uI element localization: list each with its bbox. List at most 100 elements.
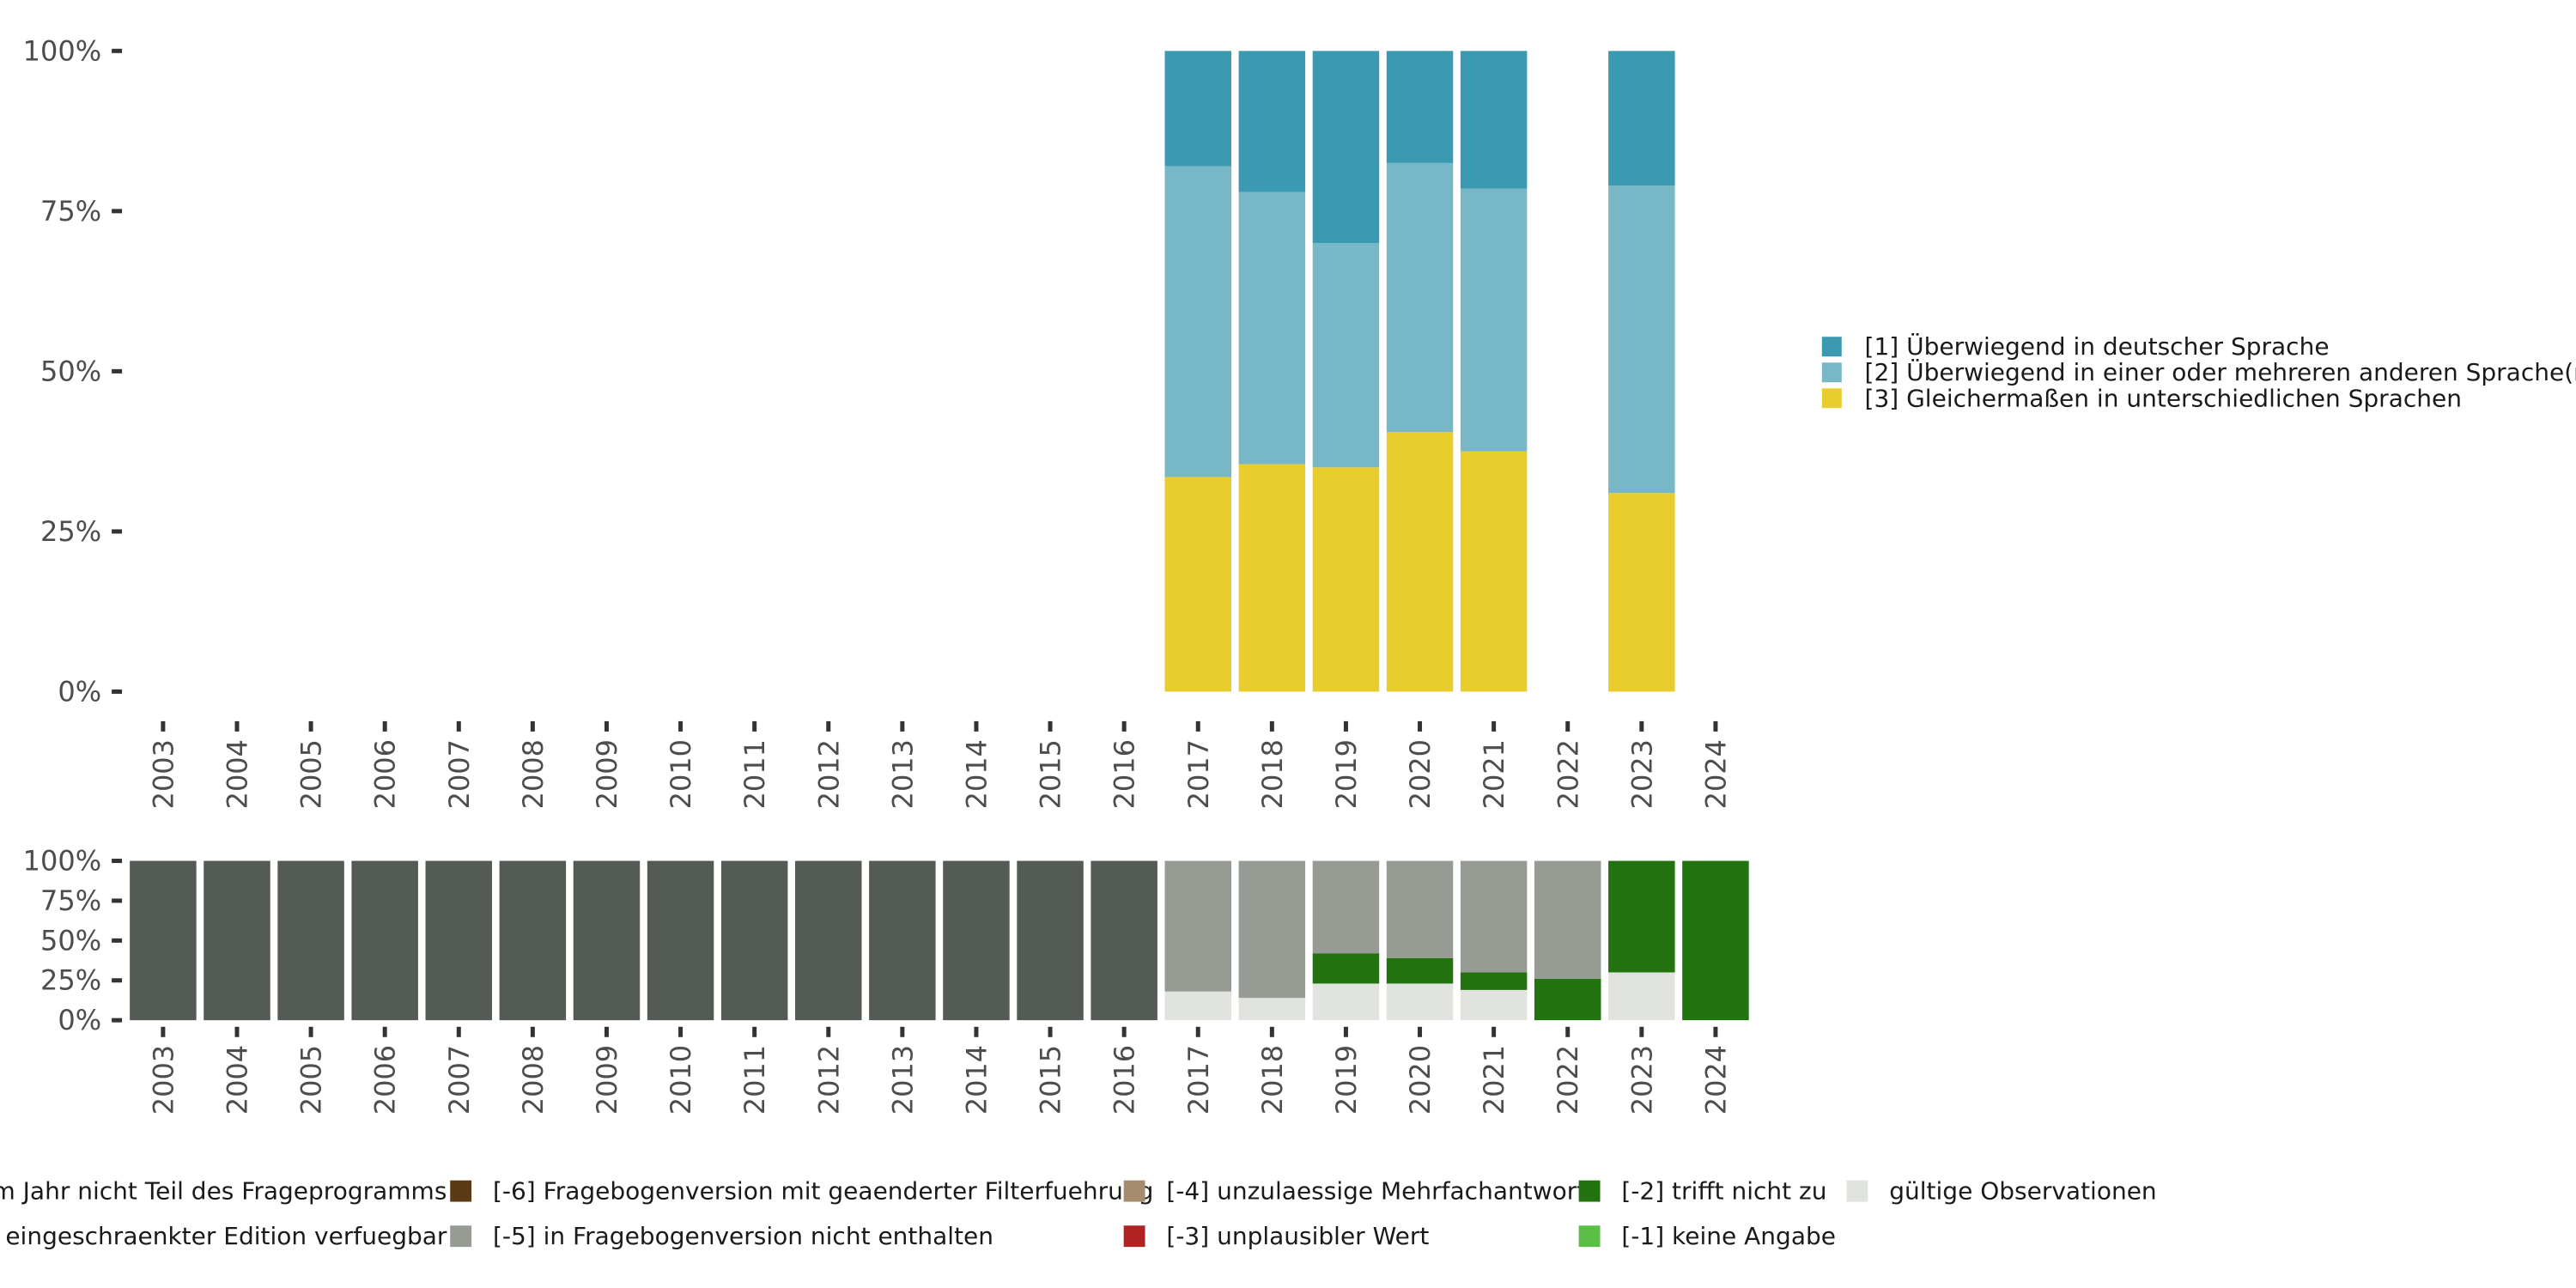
x-tick-label: 2007	[443, 1045, 476, 1115]
bar-segment	[277, 860, 344, 1021]
x-tick-label: 2012	[812, 739, 845, 809]
x-tick-label: 2023	[1625, 1045, 1658, 1115]
bar-segment	[1460, 972, 1528, 990]
x-tick-label: 2010	[665, 1045, 697, 1115]
y-tick-label: 25%	[40, 515, 101, 548]
bar-segment	[1312, 983, 1380, 1021]
bar-segment	[1460, 188, 1528, 452]
y-tick-label: 75%	[40, 884, 101, 917]
legend-label: [-7] nur in eingeschraenkter Edition ver…	[0, 1222, 447, 1250]
x-tick-label: 2004	[222, 739, 254, 809]
bar-segment	[425, 860, 493, 1021]
x-tick-label: 2006	[369, 739, 402, 809]
x-tick-label: 2022	[1552, 1045, 1584, 1115]
bar-segment	[1238, 998, 1306, 1021]
bar-segment	[1608, 185, 1675, 494]
bar-segment	[1017, 860, 1084, 1021]
legend-label: [-2] trifft nicht zu	[1621, 1177, 1826, 1206]
legend-label: [-4] unzulaessige Mehrfachantwort	[1166, 1177, 1586, 1206]
bar-segment	[720, 860, 788, 1021]
bar-segment	[204, 860, 270, 1021]
x-tick-label: 2013	[886, 1045, 919, 1115]
x-tick-label: 2009	[591, 739, 623, 809]
x-tick-label: 2008	[517, 739, 550, 809]
x-tick-label: 2016	[1109, 1045, 1141, 1115]
bottom-chart: 0% 25% 50% 75% 100% 2003 2004 2005 2006 2007 2008 2…	[23, 845, 1749, 1115]
bar-segment	[1312, 953, 1380, 984]
bar-segment	[943, 860, 1010, 1021]
bar-segment	[1608, 972, 1675, 1021]
bottom-legend: [-8] in diesem Jahr nicht Teil des Frage…	[0, 1177, 2157, 1251]
bar-segment	[1164, 477, 1231, 692]
bar-segment	[130, 860, 197, 1021]
x-tick-label: 2024	[1699, 739, 1732, 809]
x-tick-label: 2013	[886, 739, 919, 809]
bar-segment	[1460, 989, 1528, 1021]
bar-segment	[1534, 860, 1601, 979]
y-tick-label: 100%	[23, 845, 101, 878]
bar-segment	[1386, 432, 1454, 692]
bar-segment	[1386, 860, 1454, 958]
x-tick-label: 2023	[1625, 739, 1658, 809]
y-tick-label: 100%	[23, 34, 101, 67]
top-legend: [1] Überwiegend in deutscher Sprache[2] …	[1821, 331, 2576, 412]
legend-label: [-3] unplausibler Wert	[1166, 1222, 1429, 1250]
legend-swatch	[1821, 362, 1842, 383]
legend-swatch	[1821, 337, 1842, 357]
bar-segment	[1608, 860, 1675, 973]
legend-label: [2] Überwiegend in einer oder mehreren a…	[1865, 357, 2576, 386]
x-tick-label: 2014	[960, 1045, 993, 1115]
x-tick-label: 2008	[517, 1045, 550, 1115]
x-tick-label: 2009	[591, 1045, 623, 1115]
x-tick-label: 2011	[738, 739, 771, 809]
x-tick-label: 2005	[295, 739, 328, 809]
bar-segment	[1534, 978, 1601, 1021]
legend-label: [-5] in Fragebogenversion nicht enthalte…	[493, 1222, 993, 1250]
legend-label: [-1] keine Angabe	[1621, 1222, 1836, 1250]
top-chart: 0% 25% 50% 75% 100% 2003 2004 2005 2006 2007 2008 2…	[23, 34, 1733, 809]
x-tick-label: 2020	[1404, 739, 1437, 809]
bar-segment	[499, 860, 567, 1021]
x-tick-label: 2022	[1552, 739, 1584, 809]
bar-segment	[1164, 860, 1231, 992]
bar-segment	[1238, 51, 1306, 192]
legend-label: [-6] Fragebogenversion mit geaenderter F…	[493, 1177, 1153, 1206]
bar-segment	[1608, 493, 1675, 692]
bar-segment	[1460, 451, 1528, 692]
bar-segment	[1238, 191, 1306, 465]
x-tick-label: 2005	[295, 1045, 328, 1115]
legend-label: gültige Observationen	[1889, 1177, 2156, 1206]
legend-label: [-8] in diesem Jahr nicht Teil des Frage…	[0, 1177, 447, 1206]
x-tick-label: 2020	[1404, 1045, 1437, 1115]
bar-segment	[647, 860, 714, 1021]
bar-segment	[869, 860, 936, 1021]
bar-segment	[1312, 467, 1380, 692]
x-tick-label: 2012	[812, 1045, 845, 1115]
x-tick-label: 2024	[1699, 1045, 1732, 1115]
x-tick-label: 2015	[1035, 739, 1067, 809]
bar-segment	[1164, 991, 1231, 1021]
legend-swatch	[1821, 388, 1842, 409]
legend-swatch	[1123, 1225, 1145, 1248]
y-tick-label: 50%	[40, 355, 101, 387]
y-tick-label: 25%	[40, 964, 101, 997]
x-tick-label: 2019	[1330, 739, 1363, 809]
x-tick-label: 2019	[1330, 1045, 1363, 1115]
y-tick-label: 50%	[40, 924, 101, 957]
bar-segment	[1608, 51, 1675, 186]
bar-segment	[1386, 162, 1454, 433]
x-tick-label: 2007	[443, 739, 476, 809]
x-tick-label: 2021	[1478, 739, 1510, 809]
x-tick-label: 2006	[369, 1045, 402, 1115]
legend-swatch	[1578, 1225, 1601, 1248]
x-tick-label: 2010	[665, 739, 697, 809]
bar-segment	[1238, 464, 1306, 692]
bar-segment	[1460, 51, 1528, 189]
y-tick-label: 0%	[58, 675, 101, 708]
x-tick-label: 2003	[147, 739, 179, 809]
legend-swatch	[450, 1180, 472, 1202]
legend-swatch	[450, 1225, 472, 1248]
bar-segment	[1460, 860, 1528, 973]
legend-label: [1] Überwiegend in deutscher Sprache	[1865, 331, 2330, 361]
